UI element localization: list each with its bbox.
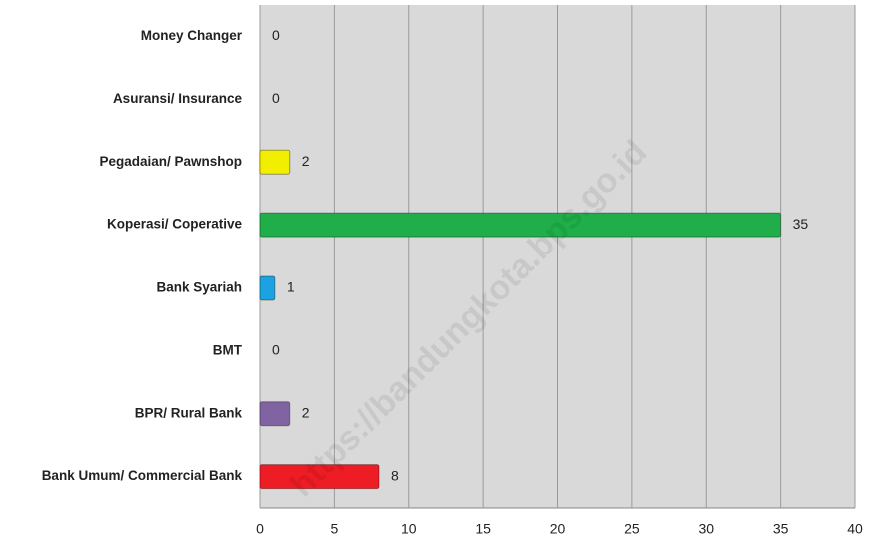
y-tick-label: Money Changer xyxy=(141,28,243,43)
x-tick-label: 20 xyxy=(550,521,566,537)
y-tick-label: Bank Syariah xyxy=(156,280,242,295)
x-tick-label: 10 xyxy=(401,521,417,537)
x-tick-label: 0 xyxy=(256,521,264,537)
x-tick-label: 40 xyxy=(847,521,863,537)
y-tick-label: Koperasi/ Coperative xyxy=(107,217,243,232)
data-label: 35 xyxy=(793,216,809,232)
y-tick-label: Asuransi/ Insurance xyxy=(113,91,243,106)
x-tick-label: 15 xyxy=(475,521,491,537)
bar xyxy=(259,149,291,175)
y-tick-label: BPR/ Rural Bank xyxy=(135,405,243,420)
data-label: 1 xyxy=(287,279,295,295)
data-label: 2 xyxy=(302,153,310,169)
x-tick-label: 30 xyxy=(698,521,714,537)
bar xyxy=(259,464,380,490)
y-tick-label: Bank Umum/ Commercial Bank xyxy=(42,468,243,483)
data-label: 8 xyxy=(391,467,399,483)
y-tick-label: BMT xyxy=(213,342,243,357)
x-tick-label: 25 xyxy=(624,521,640,537)
bar xyxy=(259,212,782,238)
data-label: 0 xyxy=(272,342,280,358)
data-label: 0 xyxy=(272,27,280,43)
bar xyxy=(259,275,276,301)
bar xyxy=(259,401,291,427)
data-label: 2 xyxy=(302,404,310,420)
y-tick-label: Pegadaian/ Pawnshop xyxy=(99,154,242,169)
x-tick-label: 5 xyxy=(330,521,338,537)
x-tick-label: 35 xyxy=(773,521,789,537)
data-label: 0 xyxy=(272,90,280,106)
